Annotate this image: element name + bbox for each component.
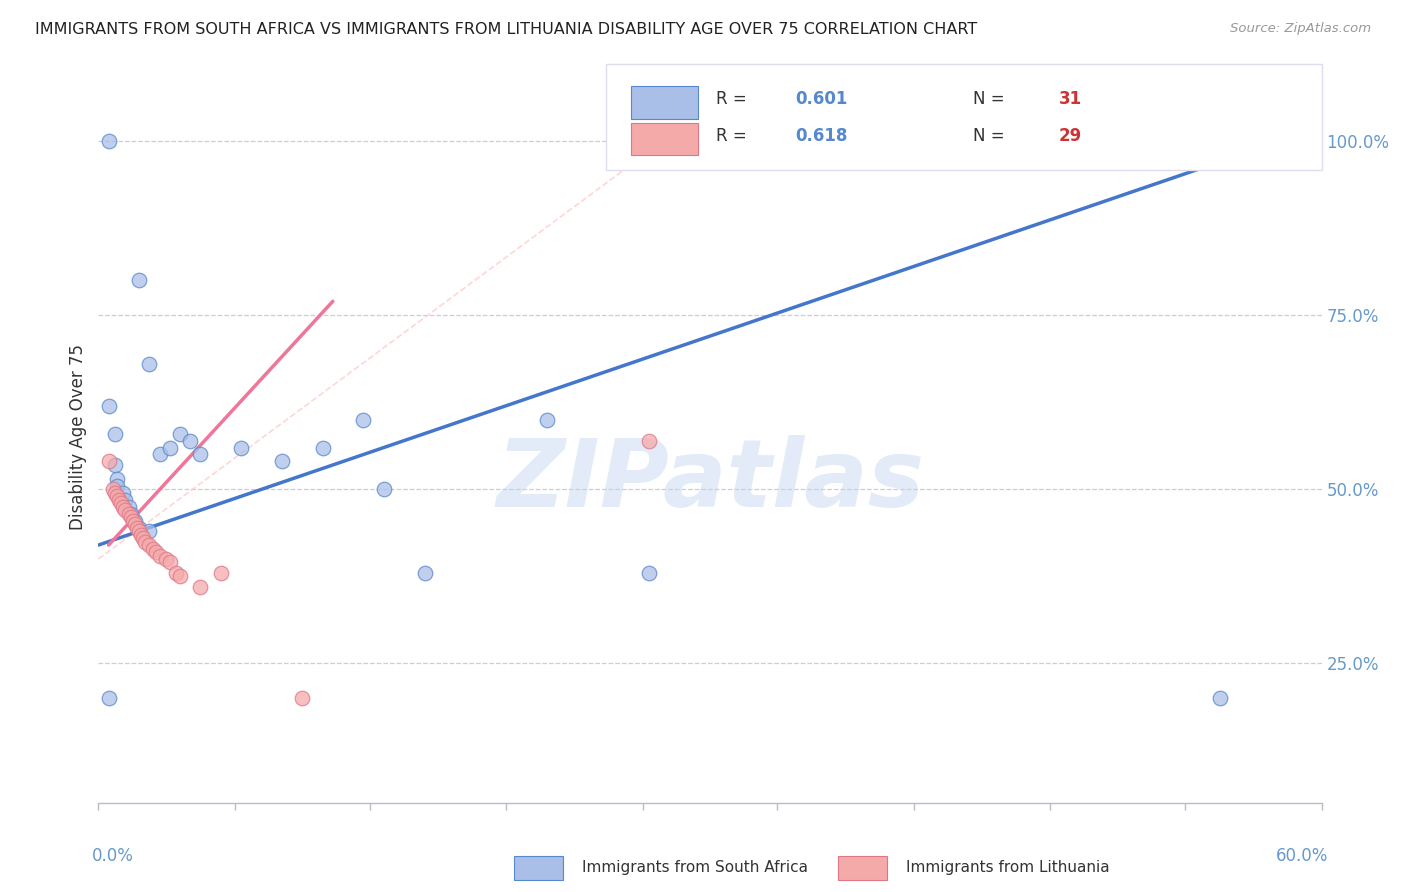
Point (291, 691, 314, 706)
Point (1107, 134, 1129, 148)
Point (120, 507, 142, 521)
Point (132, 531, 155, 545)
Text: 60.0%: 60.0% (1275, 847, 1327, 864)
Point (149, 549, 172, 563)
Point (101, 483, 124, 497)
Point (159, 556, 181, 570)
Point (188, 448, 212, 462)
Point (97, 134, 120, 148)
Point (97, 454, 120, 468)
Point (118, 500, 141, 514)
Point (118, 507, 141, 521)
Text: N =: N = (973, 127, 1010, 145)
Point (105, 479, 128, 493)
Point (104, 485, 127, 500)
Point (105, 489, 128, 503)
Point (637, 566, 661, 580)
Point (138, 538, 160, 552)
Point (105, 472, 128, 486)
Point (97, 399, 120, 413)
Y-axis label: Disability Age Over 75: Disability Age Over 75 (69, 344, 87, 530)
Point (114, 503, 136, 517)
Point (128, 524, 150, 538)
Point (104, 426, 127, 441)
Point (134, 534, 156, 549)
Point (138, 357, 160, 371)
Point (209, 566, 232, 580)
Text: R =: R = (716, 127, 752, 145)
Text: Immigrants from South Africa: Immigrants from South Africa (582, 861, 807, 875)
Text: 29: 29 (1059, 127, 1081, 145)
Point (104, 458, 127, 472)
Point (108, 492, 131, 507)
Point (142, 541, 165, 556)
Text: ZIPatlas: ZIPatlas (496, 435, 924, 527)
Point (120, 510, 142, 524)
Text: 0.601: 0.601 (796, 90, 848, 108)
FancyBboxPatch shape (838, 856, 887, 880)
FancyBboxPatch shape (606, 64, 1322, 170)
Point (138, 524, 160, 538)
Text: 31: 31 (1059, 90, 1081, 108)
FancyBboxPatch shape (630, 122, 697, 155)
Point (1209, 691, 1232, 706)
Point (114, 492, 136, 507)
Point (127, 521, 149, 535)
Point (110, 496, 132, 510)
FancyBboxPatch shape (515, 856, 564, 880)
Point (155, 552, 177, 566)
Point (145, 545, 167, 559)
Point (270, 454, 294, 468)
Point (169, 569, 191, 583)
Point (165, 566, 187, 580)
Point (122, 514, 145, 528)
Point (352, 412, 374, 426)
Point (169, 426, 191, 441)
Point (413, 566, 436, 580)
Point (124, 517, 146, 532)
Text: R =: R = (716, 90, 752, 108)
Point (188, 580, 212, 594)
Text: N =: N = (973, 90, 1010, 108)
Point (97, 691, 120, 706)
Point (124, 514, 146, 528)
Point (128, 521, 150, 535)
Point (129, 527, 152, 541)
Text: 0.618: 0.618 (796, 127, 848, 145)
Point (231, 441, 253, 455)
Point (159, 441, 181, 455)
Point (312, 441, 335, 455)
Text: Source: ZipAtlas.com: Source: ZipAtlas.com (1230, 22, 1371, 36)
Point (373, 483, 395, 497)
Point (637, 434, 661, 448)
Point (128, 273, 150, 287)
Point (111, 485, 134, 500)
Text: 0.0%: 0.0% (93, 847, 134, 864)
FancyBboxPatch shape (630, 86, 697, 119)
Text: Immigrants from Lithuania: Immigrants from Lithuania (905, 861, 1109, 875)
Text: IMMIGRANTS FROM SOUTH AFRICA VS IMMIGRANTS FROM LITHUANIA DISABILITY AGE OVER 75: IMMIGRANTS FROM SOUTH AFRICA VS IMMIGRAN… (35, 22, 977, 37)
Point (149, 448, 172, 462)
Point (179, 434, 201, 448)
Point (536, 412, 558, 426)
Point (111, 500, 134, 514)
